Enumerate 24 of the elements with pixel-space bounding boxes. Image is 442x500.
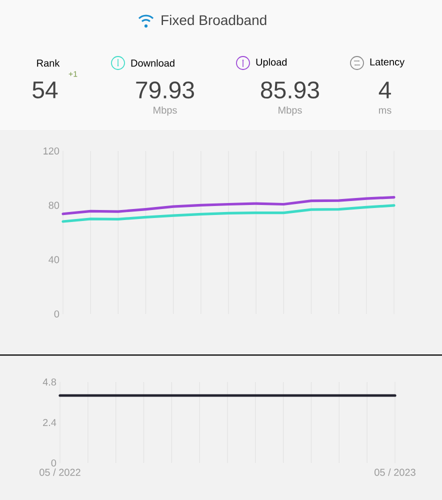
text: ms: [378, 108, 392, 114]
legend-label: Upload: [256, 58, 287, 68]
text: Rank: [37, 59, 60, 67]
text: Latency: [370, 58, 405, 68]
y-tick-label: 4.8: [42, 378, 56, 386]
y-tick-label: 2.4: [43, 419, 56, 426]
x-tick-label: 05 / 2022: [40, 468, 80, 476]
text: Fixed Broadband: [162, 14, 266, 26]
text: 85.93: [261, 82, 319, 98]
text: Mbps: [278, 106, 302, 116]
y-tick-label: 0: [51, 459, 56, 467]
text: Mbps: [154, 106, 177, 116]
line-series: [62, 196, 396, 216]
text: 54: [32, 82, 58, 98]
y-tick-label: 40: [48, 256, 60, 264]
text: 4: [378, 82, 391, 98]
y-tick-label: 120: [44, 147, 60, 155]
legend-label: Download: [131, 59, 174, 67]
text: +1: [68, 71, 78, 77]
text: 79.93: [136, 82, 194, 98]
line-series: [62, 204, 396, 223]
x-tick-label: 05 / 2023: [374, 468, 416, 476]
y-tick-label: 80: [48, 202, 60, 209]
y-tick-label: 0: [54, 310, 60, 318]
